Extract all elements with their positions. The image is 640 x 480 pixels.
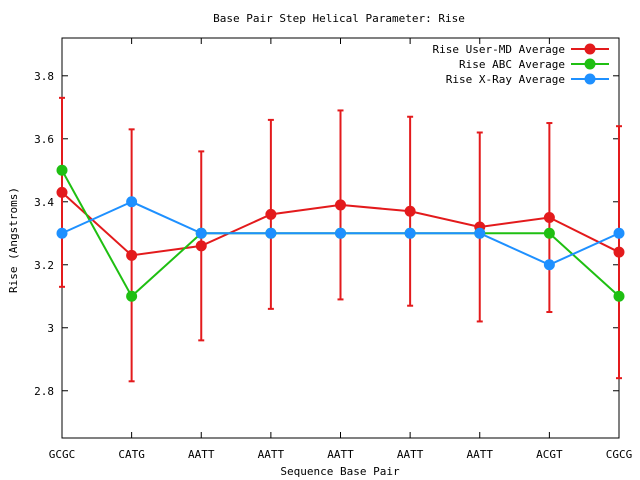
series-point-2 [335, 227, 346, 239]
y-tick-label: 3.8 [34, 70, 54, 83]
series-point-2 [543, 259, 555, 271]
x-tick-label: ACGT [536, 448, 563, 461]
series-point-2 [404, 227, 416, 239]
series-point-2 [474, 227, 486, 239]
y-tick-label: 3.2 [34, 259, 54, 272]
series-point-1 [56, 164, 68, 176]
y-tick-label: 3.6 [34, 133, 54, 146]
series-point-2 [56, 227, 68, 239]
x-tick-label: AATT [327, 448, 354, 461]
series-point-0 [195, 240, 207, 252]
legend: Rise User-MD Average Rise ABC Average Rise… [433, 43, 609, 86]
y-tick-label: 3 [47, 322, 54, 335]
series-point-0 [126, 249, 138, 261]
x-axis: GCGC CATG AATT AATT AATT AATT AATT ACGT CGCG [49, 38, 633, 461]
series-point-1 [126, 290, 138, 302]
series-point-1 [543, 227, 555, 239]
x-tick-label: AATT [467, 448, 494, 461]
y-axis-label: Rise (Angstroms) [7, 187, 20, 293]
legend-label: Rise X-Ray Average [446, 73, 565, 86]
series-point-2 [195, 227, 207, 239]
x-tick-label: CGCG [606, 448, 633, 461]
series-point-0 [265, 208, 277, 220]
legend-label: Rise ABC Average [459, 58, 565, 71]
series-point-0 [613, 246, 625, 258]
x-axis-label: Sequence Base Pair [280, 465, 400, 478]
series-point-1 [613, 290, 625, 302]
y-axis: 2.8 3 3.2 3.4 3.6 3.8 [34, 70, 619, 398]
x-tick-label: AATT [258, 448, 285, 461]
series-point-2 [613, 227, 625, 239]
series-layer [56, 96, 625, 383]
chart-title: Base Pair Step Helical Parameter: Rise [213, 12, 465, 25]
series-point-2 [265, 227, 277, 239]
legend-swatch-point [584, 58, 596, 70]
series-point-0 [404, 205, 416, 217]
series-point-0 [543, 212, 555, 224]
x-tick-label: CATG [118, 448, 145, 461]
legend-swatch-point [584, 43, 596, 55]
y-tick-label: 2.8 [34, 385, 54, 398]
y-tick-label: 3.4 [34, 196, 54, 209]
series-point-2 [126, 196, 138, 208]
x-tick-label: AATT [397, 448, 424, 461]
x-tick-label: AATT [188, 448, 215, 461]
legend-swatch-point [584, 73, 596, 85]
legend-label: Rise User-MD Average [433, 43, 565, 56]
series-point-0 [335, 199, 346, 211]
series-point-0 [56, 186, 68, 198]
x-tick-label: GCGC [49, 448, 76, 461]
